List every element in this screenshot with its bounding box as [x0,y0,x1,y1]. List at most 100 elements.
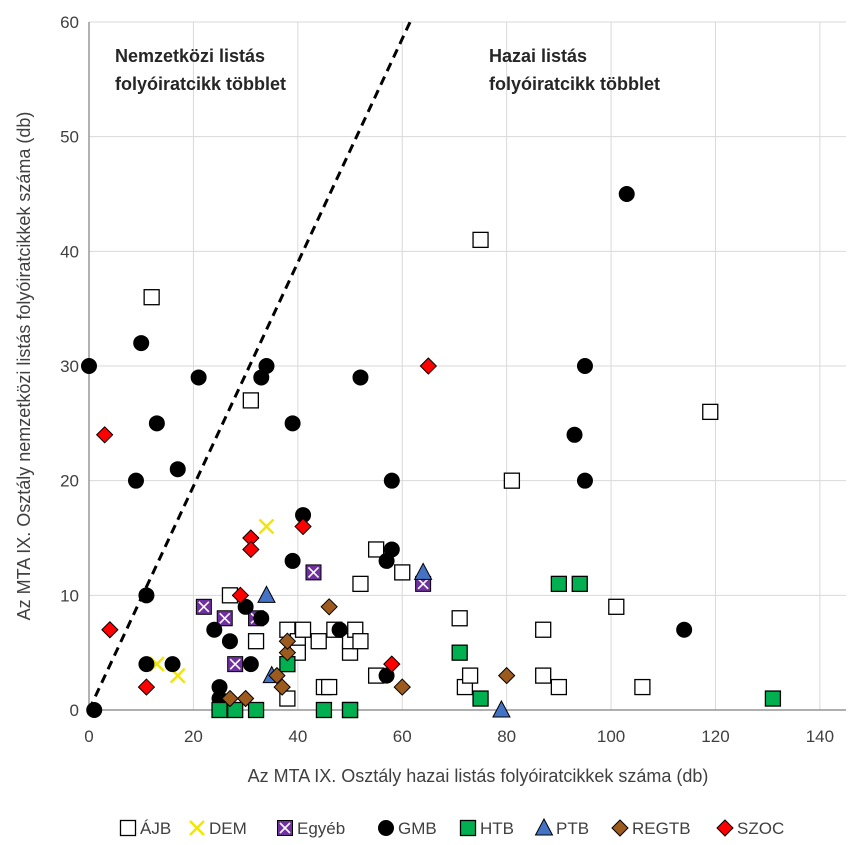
data-point-gmb [206,621,223,638]
y-tick-label: 40 [60,242,79,261]
data-point--jb [535,667,552,684]
x-tick-label: 40 [288,727,307,746]
tick-labels-layer: 0 20 40 60 80 100 120 140 0 10 20 30 40 50 60 [60,13,834,746]
x-tick-label: 20 [184,727,203,746]
legend: ÁJB DEM Egyéb GMB HTB PTB REGTB SZOC [119,817,784,838]
y-axis-title: Az MTA IX. Osztály nemzetközi listás fol… [14,112,34,621]
data-point-gmb [352,369,369,386]
data-point-gmb [242,656,259,673]
data-point-htb [472,690,489,707]
data-point-gmb [221,633,238,650]
legend-item-htb: HTB [459,819,514,838]
data-point-gmb [258,358,275,374]
y-tick-label: 50 [60,128,79,147]
data-point--jb [242,392,259,409]
legend-marker-regtb [611,819,629,837]
data-point-gmb [576,472,593,489]
series-htb [211,575,782,719]
data-points-layer [81,186,782,719]
legend-label: GMB [398,819,437,838]
data-point-egy-b [216,610,233,627]
legend-item-ptb: PTB [534,817,589,838]
data-point-gmb [169,461,186,478]
data-point-gmb [138,587,155,604]
data-point-htb [247,701,265,719]
x-tick-label: 0 [84,727,93,746]
data-point--jb [535,621,552,638]
data-point--jb [461,667,479,684]
y-tick-label: 30 [60,357,79,376]
series-gmb [81,186,693,718]
data-point-gmb [378,667,395,684]
legend-label: DEM [209,819,247,838]
annotation-domestic: Hazai listás folyóiratcikk többlet [489,46,660,94]
legend-item--jb: ÁJB [119,819,171,838]
data-point--jb [247,633,265,650]
data-point-regtb [393,678,411,696]
data-point-regtb [278,643,297,662]
x-tick-label: 120 [701,727,729,746]
data-point-htb [315,701,333,719]
data-point-gmb [127,472,144,489]
data-point-gmb [284,552,301,569]
data-point-gmb [81,358,97,374]
y-tick-label: 0 [70,701,79,720]
data-point-egy-b [195,598,212,615]
data-point--jb [550,678,568,696]
data-point-gmb [576,358,593,374]
legend-item-regtb: REGTB [611,819,691,838]
data-point-regtb [320,598,338,616]
data-point-gmb [237,598,254,615]
x-axis-title: Az MTA IX. Osztály hazai listás folyóira… [248,766,709,786]
data-point--jb [310,633,327,650]
data-point-dem [258,518,275,535]
legend-marker-szoc [716,819,734,837]
data-point-regtb [278,632,297,650]
data-point--jb [394,564,411,581]
x-tick-label: 140 [806,727,834,746]
data-point--jb [472,231,489,249]
data-point--jb [451,610,468,627]
data-point-gmb [148,415,165,432]
data-point-szoc [383,655,401,673]
legend-item-egy-b: Egyéb [277,819,345,838]
data-point-gmb [676,621,693,638]
y-tick-label: 10 [60,586,79,605]
grid-layer [89,21,846,710]
x-tick-label: 100 [597,727,625,746]
data-point-gmb [331,621,348,638]
data-point-gmb [383,472,400,489]
legend-label: ÁJB [140,819,171,838]
legend-label: Egyéb [297,819,345,838]
data-point-gmb [164,656,181,673]
data-point-szoc [242,540,260,559]
legend-marker-egy-b [277,820,293,836]
data-point-egy-b [227,656,244,673]
data-point-szoc [101,621,119,639]
data-point-ptb [492,699,511,718]
data-point-gmb [618,186,635,202]
data-point--jb [279,690,296,707]
data-point-gmb [253,610,270,627]
data-point--jb [352,575,369,593]
legend-item-dem: DEM [189,819,247,838]
data-point--jb [321,678,338,696]
data-point-regtb [221,689,239,708]
annotation-international: Nemzetközi listás folyóiratcikk többlet [115,46,286,94]
data-point--jb [503,472,521,489]
x-tick-label: 80 [497,727,516,746]
legend-label: SZOC [737,819,784,838]
data-point-szoc [137,678,156,696]
y-tick-label: 20 [60,472,79,491]
data-point-gmb [138,656,155,673]
legend-label: REGTB [632,819,691,838]
data-point--jb [294,621,312,638]
data-point-htb [571,575,588,593]
legend-marker-gmb [378,820,394,836]
data-point-regtb [497,666,516,685]
data-point-regtb [236,689,255,708]
series-regtb [221,598,516,708]
legend-marker-htb [459,819,477,837]
data-point--jb [352,633,369,650]
